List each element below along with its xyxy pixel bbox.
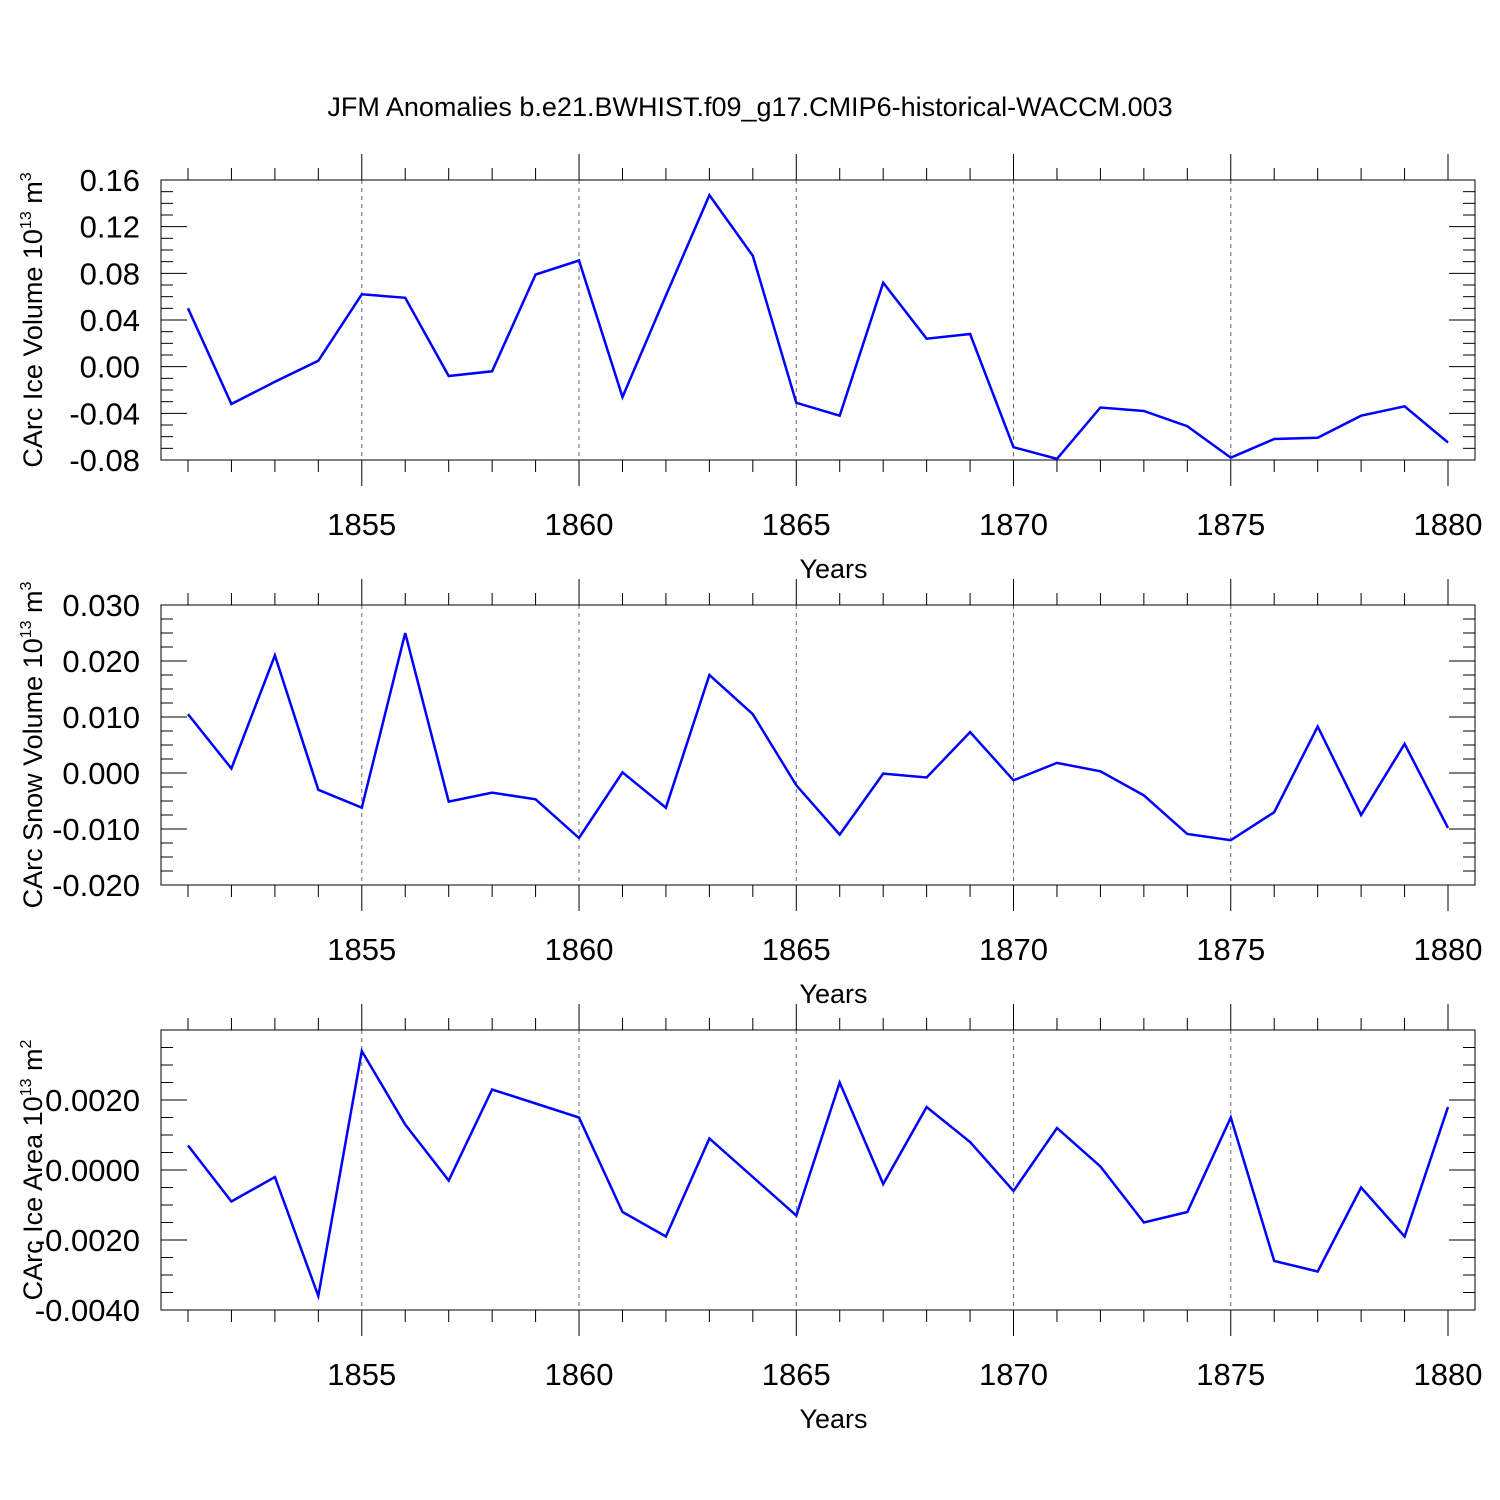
y-tick-label: 0.00 bbox=[80, 350, 140, 385]
y-tick-label: -0.0040 bbox=[35, 1293, 140, 1328]
chart-panel-2: -0.020 -0.010 0.000 0.010 0.020 0.030 1855 1860… bbox=[18, 579, 1482, 1009]
x-tick-label: 1860 bbox=[545, 1357, 614, 1392]
y-axis-label: CArc Snow Volume 1013 m3 bbox=[18, 581, 48, 908]
x-tick-label: 1870 bbox=[979, 1357, 1048, 1392]
y-axis-label-sup1: 13 bbox=[18, 211, 35, 229]
y-tick-label: 0.030 bbox=[62, 588, 140, 623]
y-tick-label: 0.08 bbox=[80, 256, 140, 291]
y-tick-label: -0.0020 bbox=[35, 1223, 140, 1258]
y-axis-label-mid: m bbox=[18, 590, 48, 620]
series-line bbox=[186, 192, 1449, 461]
chart-panel-1: -0.08 -0.04 0.00 0.04 0.08 0.12 0.16 1855 1860 18… bbox=[18, 154, 1482, 584]
y-tick-label: 0.0000 bbox=[45, 1153, 140, 1188]
x-tick-label: 1860 bbox=[545, 932, 614, 967]
y-tick-label: 0.000 bbox=[62, 756, 140, 791]
y-axis-label-text: CArc Ice Volume 10 bbox=[18, 229, 48, 468]
x-axis-label: Years bbox=[799, 979, 867, 1009]
y-axis-label: CArc Ice Area 1013 m2 bbox=[18, 1040, 48, 1301]
x-tick-label: 1860 bbox=[545, 507, 614, 542]
x-tick-label: 1855 bbox=[327, 507, 396, 542]
x-axis-label: Years bbox=[799, 554, 867, 584]
plot-frame bbox=[160, 604, 1476, 886]
x-tick-label: 1865 bbox=[762, 507, 831, 542]
x-axis-label: Years bbox=[799, 1404, 867, 1434]
y-tick-label: 0.12 bbox=[80, 210, 140, 245]
y-axis-label-sup2: 3 bbox=[18, 581, 35, 590]
x-tick-label: 1865 bbox=[762, 1357, 831, 1392]
chart-panel-3: -0.0040 -0.0020 0.0000 0.0020 1855 1860 1865 18… bbox=[18, 1004, 1482, 1434]
x-tick-label: 1880 bbox=[1414, 932, 1483, 967]
x-tick-label: 1855 bbox=[327, 932, 396, 967]
x-tick-label: 1870 bbox=[979, 507, 1048, 542]
y-tick-label: -0.04 bbox=[69, 396, 140, 431]
y-axis-label-mid: m bbox=[18, 181, 48, 211]
x-tick-label: 1875 bbox=[1196, 507, 1265, 542]
x-tick-label: 1865 bbox=[762, 932, 831, 967]
y-tick-label: 0.0020 bbox=[45, 1083, 140, 1118]
y-tick-label: -0.020 bbox=[52, 868, 140, 903]
x-tick-label: 1875 bbox=[1196, 1357, 1265, 1392]
plot-frame bbox=[160, 179, 1476, 461]
series-line bbox=[187, 632, 1450, 842]
chart-title: JFM Anomalies b.e21.BWHIST.f09_g17.CMIP6… bbox=[327, 92, 1172, 122]
y-tick-label: -0.010 bbox=[52, 812, 140, 847]
y-axis-label-text: CArc Ice Area 10 bbox=[18, 1096, 48, 1300]
y-tick-label: 0.010 bbox=[62, 700, 140, 735]
x-tick-label: 1880 bbox=[1414, 1357, 1483, 1392]
y-tick-label: -0.08 bbox=[69, 443, 140, 478]
series-line bbox=[187, 1047, 1450, 1301]
y-axis-label-sup2: 3 bbox=[18, 172, 35, 181]
y-axis-label-sup1: 13 bbox=[18, 620, 35, 638]
y-axis-label-sup2: 2 bbox=[18, 1040, 35, 1049]
y-tick-label: 0.16 bbox=[80, 163, 140, 198]
y-axis-label: CArc Ice Volume 1013 m3 bbox=[18, 172, 48, 467]
x-tick-label: 1880 bbox=[1414, 507, 1483, 542]
y-tick-label: 0.04 bbox=[80, 303, 140, 338]
y-axis-label-mid: m bbox=[18, 1049, 48, 1079]
y-axis-label-text: CArc Snow Volume 10 bbox=[18, 638, 48, 908]
x-tick-label: 1875 bbox=[1196, 932, 1265, 967]
x-tick-label: 1855 bbox=[327, 1357, 396, 1392]
y-tick-label: 0.020 bbox=[62, 644, 140, 679]
x-tick-label: 1870 bbox=[979, 932, 1048, 967]
y-axis-label-sup1: 13 bbox=[18, 1078, 35, 1096]
